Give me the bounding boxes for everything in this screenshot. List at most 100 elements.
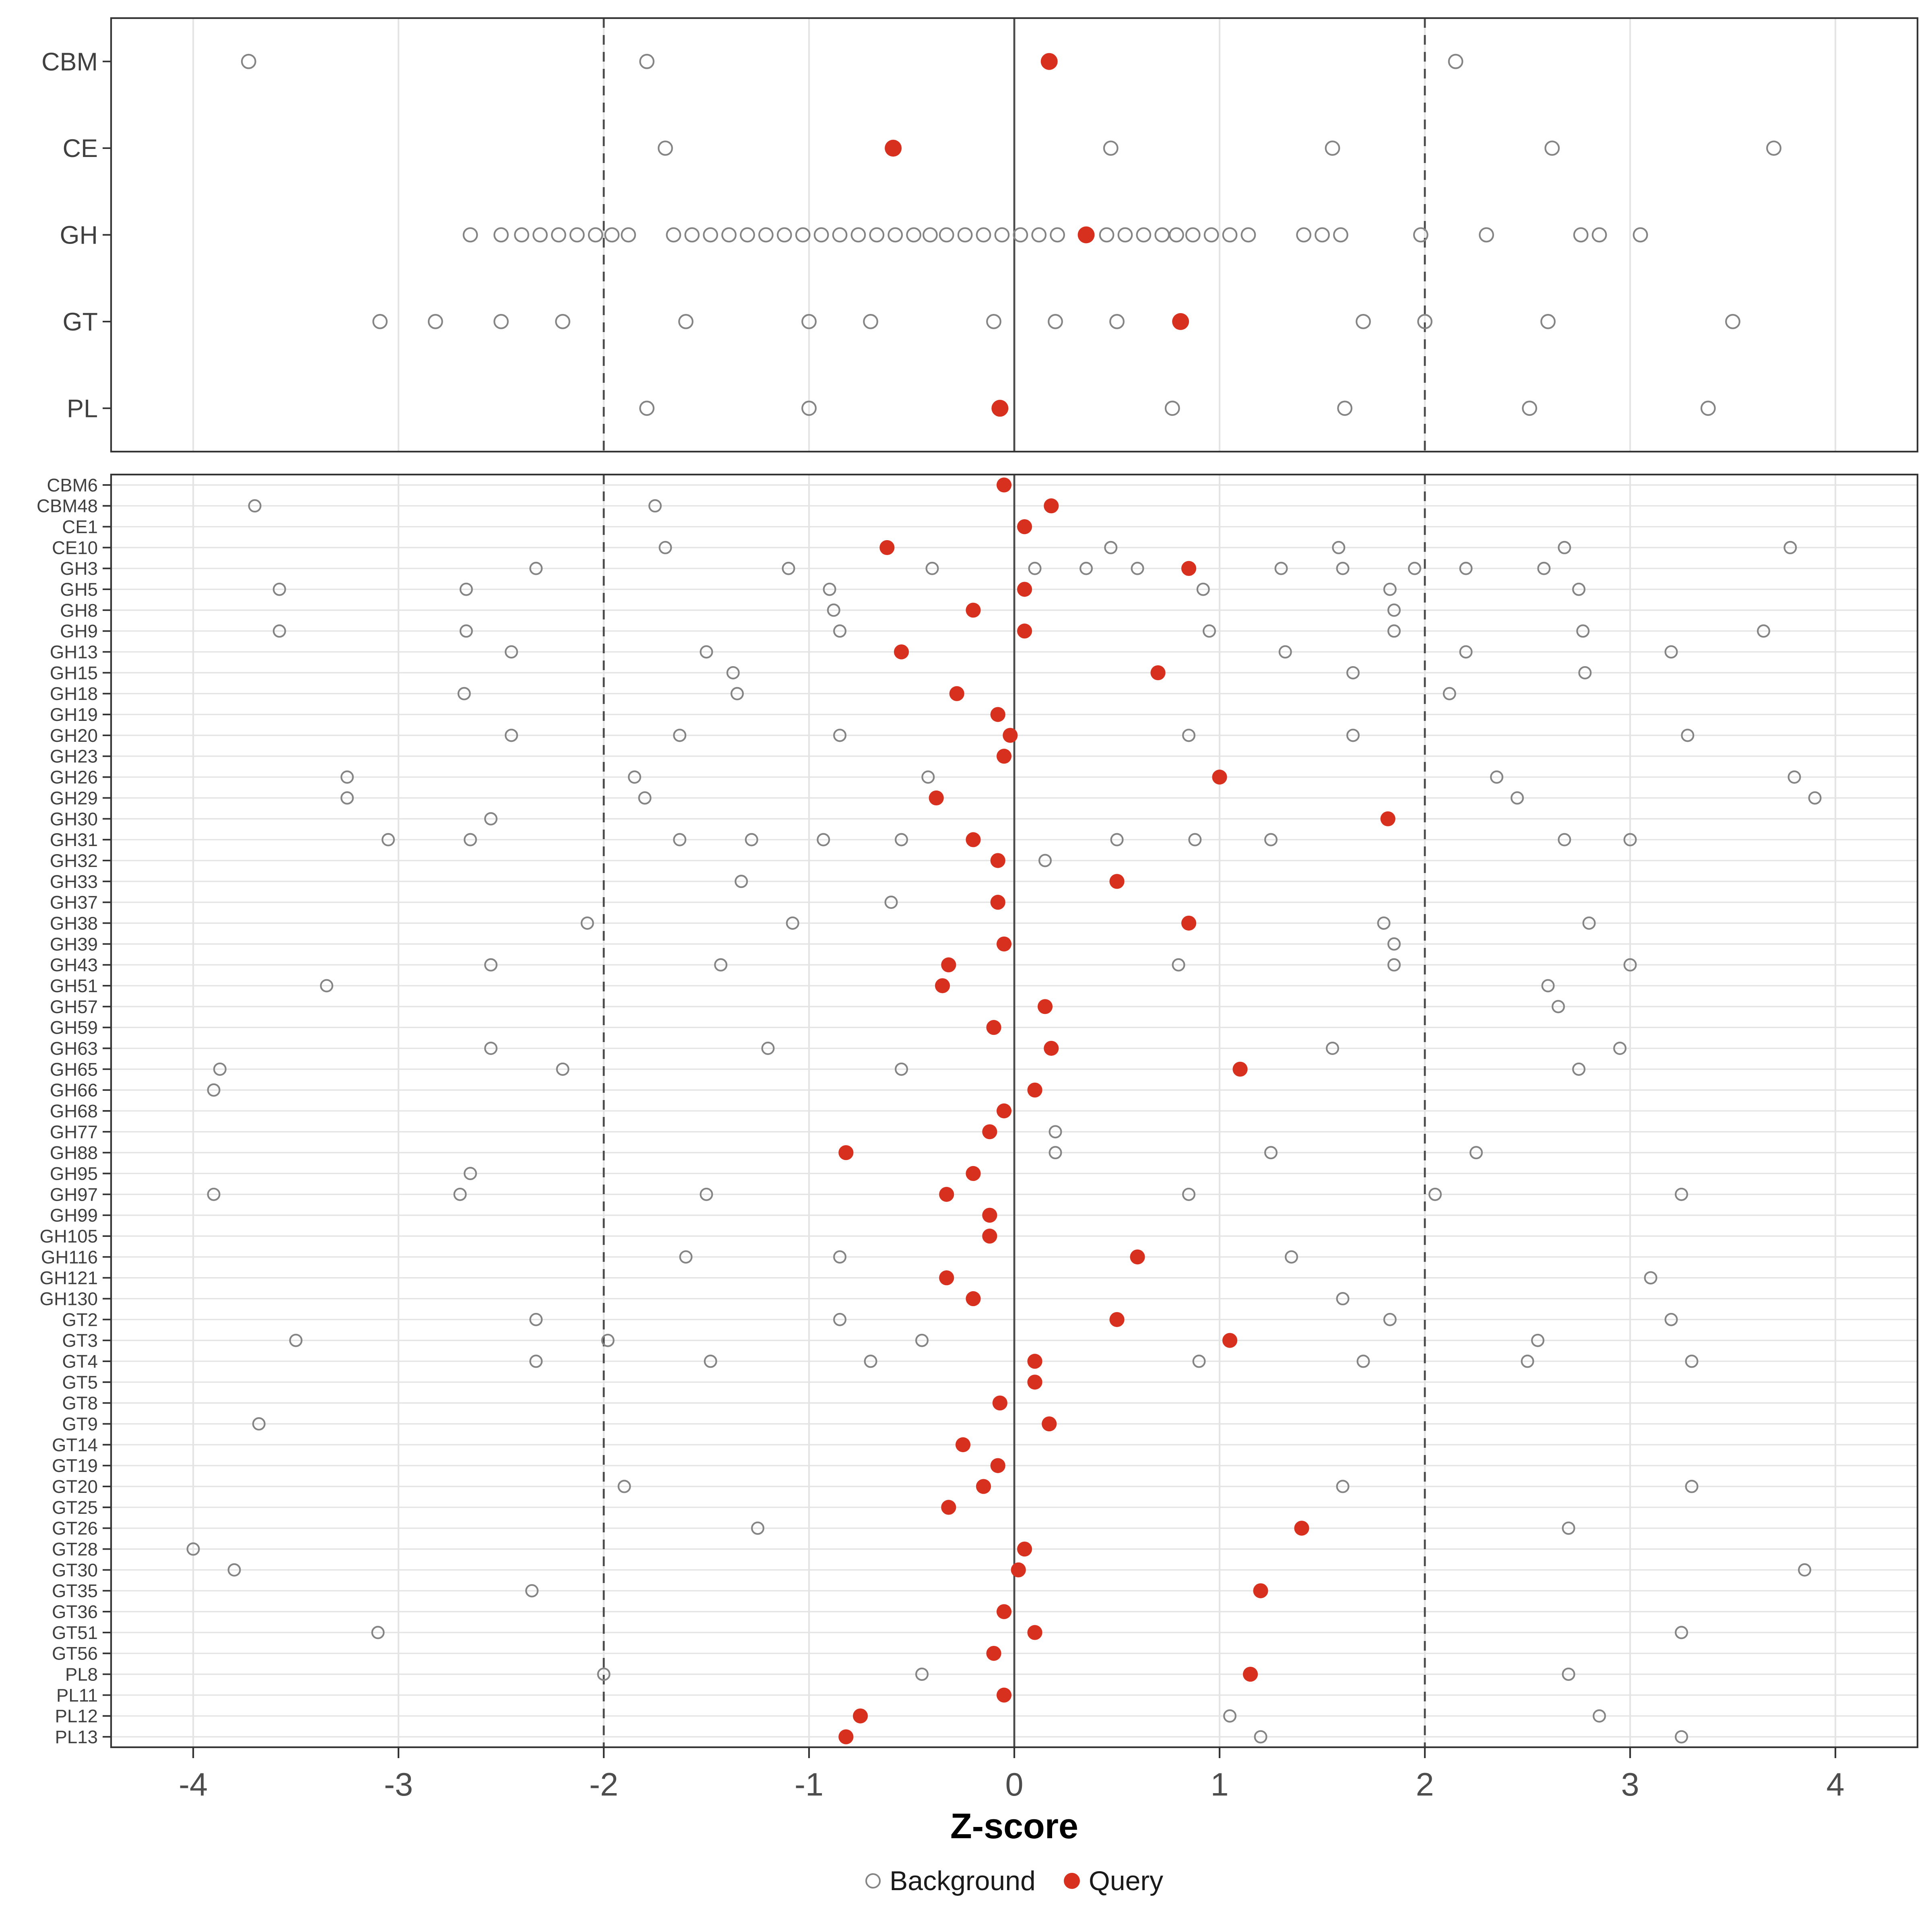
background-point xyxy=(976,227,991,243)
background-point xyxy=(1674,1187,1688,1201)
legend-item-query: Query xyxy=(1063,1865,1164,1897)
y-axis-label: GT26 xyxy=(52,1518,98,1539)
background-point xyxy=(704,1354,717,1368)
background-point xyxy=(832,227,848,243)
y-axis-label: GH3 xyxy=(60,558,98,579)
background-point xyxy=(459,582,473,596)
background-point xyxy=(371,1626,385,1639)
background-point xyxy=(735,875,748,888)
background-point xyxy=(700,1187,713,1201)
background-point xyxy=(833,1313,847,1326)
background-point xyxy=(1387,603,1401,617)
background-point xyxy=(1681,729,1695,742)
background-point xyxy=(1050,227,1065,243)
query-point xyxy=(1172,313,1189,330)
background-point xyxy=(1103,140,1119,156)
background-point xyxy=(786,916,799,930)
query-point xyxy=(1077,226,1095,244)
background-point xyxy=(703,227,718,243)
background-point xyxy=(1808,791,1822,805)
background-point xyxy=(678,314,694,329)
background-point xyxy=(1623,833,1637,846)
query-point xyxy=(1042,1416,1057,1432)
background-point xyxy=(1540,314,1556,329)
query-point xyxy=(990,853,1005,868)
query-point xyxy=(990,1458,1005,1473)
query-point xyxy=(996,749,1012,764)
y-axis-label: GH59 xyxy=(50,1018,98,1038)
background-point xyxy=(525,1584,539,1598)
background-point xyxy=(601,1333,615,1347)
background-point xyxy=(1510,791,1524,805)
background-point xyxy=(1325,140,1340,156)
background-point xyxy=(213,1062,227,1076)
background-point xyxy=(1725,314,1740,329)
background-point xyxy=(1592,1709,1606,1723)
background-point xyxy=(320,979,334,993)
background-point xyxy=(1182,729,1196,742)
x-tick-label: 0 xyxy=(1005,1767,1023,1803)
legend-query-label: Query xyxy=(1088,1866,1164,1896)
y-axis-label: GH65 xyxy=(50,1059,98,1080)
background-point xyxy=(462,227,478,243)
background-point xyxy=(1099,227,1115,243)
background-point xyxy=(714,958,728,972)
background-point xyxy=(813,227,829,243)
background-point xyxy=(464,1167,477,1181)
query-point xyxy=(986,1020,1001,1035)
background-point xyxy=(289,1333,303,1347)
background-point xyxy=(597,1668,611,1681)
background-point xyxy=(679,1250,693,1264)
query-point xyxy=(941,1500,956,1515)
y-axis-label: CE xyxy=(62,134,98,163)
y-axis-label: GH15 xyxy=(50,663,98,683)
background-point xyxy=(1356,1354,1370,1368)
background-point xyxy=(272,624,286,638)
y-axis-label: PL xyxy=(67,394,98,423)
query-point xyxy=(1243,1666,1258,1682)
background-point xyxy=(1522,400,1537,416)
background-point xyxy=(493,314,509,329)
query-point xyxy=(1253,1583,1268,1598)
query-point xyxy=(966,1166,981,1181)
x-tick-label: 4 xyxy=(1826,1767,1844,1803)
background-point xyxy=(252,1417,266,1431)
y-axis-label: GT35 xyxy=(52,1581,98,1601)
background-point xyxy=(551,227,566,243)
background-point xyxy=(1448,54,1463,69)
background-point xyxy=(569,227,585,243)
background-point xyxy=(604,227,620,243)
background-point xyxy=(1578,666,1592,679)
background-point xyxy=(555,314,570,329)
panel-family: CBM6CBM48CE1CE10GH3GH5GH8GH9GH13GH15GH18… xyxy=(37,473,1919,1748)
query-point xyxy=(986,1646,1001,1661)
query-point xyxy=(1044,1040,1059,1056)
query-point xyxy=(879,540,895,555)
background-point xyxy=(1296,227,1311,243)
background-point xyxy=(1049,1146,1062,1160)
query-point xyxy=(838,1729,854,1744)
y-axis-label: GT30 xyxy=(52,1560,98,1580)
background-point xyxy=(457,687,471,700)
background-point xyxy=(1591,227,1607,243)
query-point xyxy=(1044,498,1059,514)
query-point xyxy=(885,140,902,157)
background-point xyxy=(372,314,388,329)
background-point xyxy=(925,561,939,575)
background-point xyxy=(341,770,354,784)
background-point xyxy=(939,227,954,243)
background-point xyxy=(639,54,655,69)
background-point xyxy=(1674,1626,1688,1639)
y-axis-label: GT5 xyxy=(62,1372,98,1393)
y-axis-label: GT36 xyxy=(52,1602,98,1622)
background-point xyxy=(1633,227,1648,243)
y-axis-label: GH95 xyxy=(50,1163,98,1184)
y-axis-label: GH43 xyxy=(50,955,98,975)
query-point xyxy=(966,1291,981,1307)
background-point xyxy=(580,916,594,930)
background-point xyxy=(186,1542,200,1556)
background-point xyxy=(484,1041,498,1055)
background-point xyxy=(833,624,847,638)
background-point xyxy=(1346,666,1360,679)
background-point xyxy=(915,1333,929,1347)
